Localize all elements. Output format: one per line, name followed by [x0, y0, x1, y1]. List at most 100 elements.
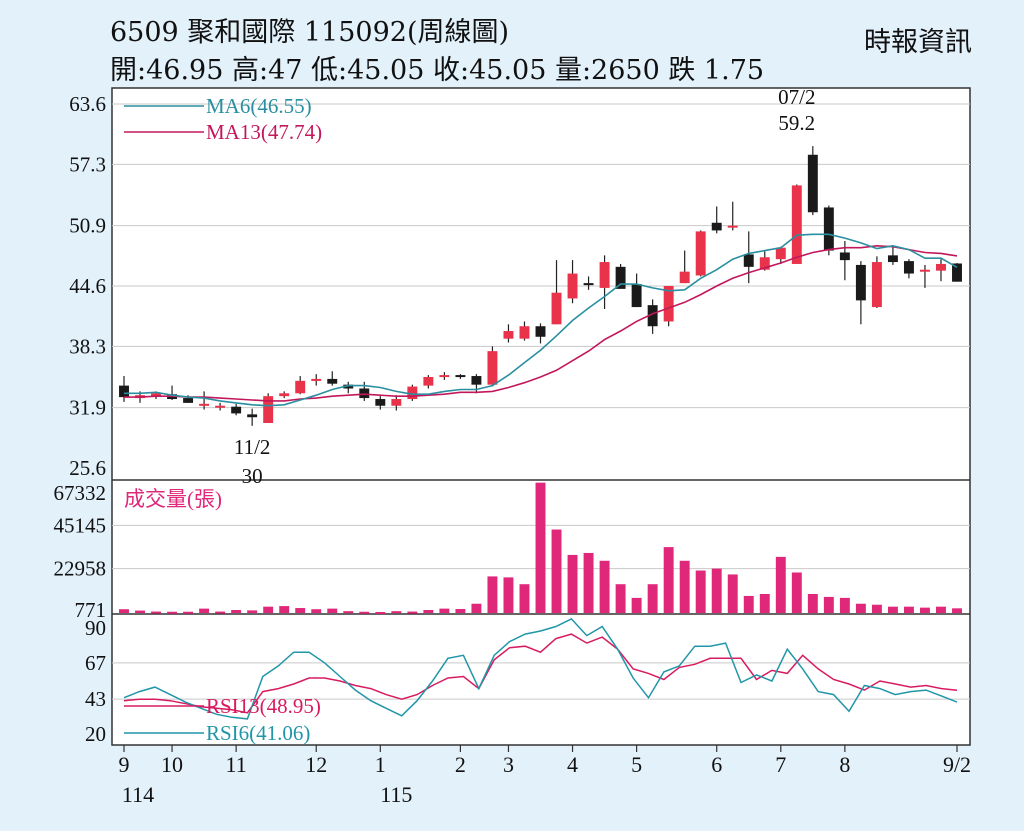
volume-bar [855, 603, 866, 613]
volume-bar [407, 611, 418, 614]
x-tick-label: 4 [567, 752, 578, 777]
volume-bar [487, 576, 498, 613]
rsi-tick-label: 90 [85, 616, 106, 640]
price-tick-label: 44.6 [69, 274, 106, 298]
candle-up [791, 185, 802, 264]
candle-down [231, 406, 242, 414]
candle-up [295, 380, 306, 394]
volume-bar [615, 584, 626, 613]
volume-bar [535, 482, 546, 613]
candle-up [199, 403, 210, 406]
rsi-tick-label: 43 [85, 687, 106, 711]
x-tick-label: 9 [119, 752, 130, 777]
candle-down [903, 261, 914, 274]
candle-up [311, 378, 322, 381]
x-tick-label: 7 [775, 752, 786, 777]
volume-bar [679, 560, 690, 613]
volume-tick-label: 67332 [54, 481, 107, 505]
low-date-annotation: 11/2 [234, 435, 271, 459]
candle-down [647, 305, 658, 327]
volume-bar [391, 611, 402, 614]
volume-bar [711, 568, 722, 613]
volume-bar [135, 610, 145, 613]
candle-down [583, 283, 594, 286]
candle-down [711, 222, 722, 231]
data-source: 時報資訊 [864, 27, 972, 58]
x-tick-label: 11 [226, 752, 247, 777]
candle-down [359, 388, 370, 399]
candle-up [407, 386, 418, 400]
candle-down [535, 326, 546, 337]
volume-bar [952, 608, 962, 613]
volume-bar [775, 556, 786, 613]
candle-down [807, 154, 818, 213]
rsi6-line [123, 617, 958, 720]
volume-bar [583, 552, 594, 613]
price-tick-label: 50.9 [69, 214, 106, 238]
ma13-legend-label: MA13(47.74) [206, 120, 322, 144]
candle-down [183, 398, 194, 403]
candle-down [631, 284, 642, 308]
volume-bar [231, 609, 242, 613]
volume-bar [423, 609, 434, 613]
volume-bar [183, 611, 194, 614]
candle-up [551, 292, 562, 325]
volume-title: 成交量(張) [124, 487, 222, 511]
x-tick-label: 6 [711, 752, 722, 777]
candle-down [455, 375, 466, 378]
volume-bar [663, 547, 674, 613]
candle-down [839, 252, 850, 261]
candle-up [663, 286, 674, 322]
candle-up [727, 225, 738, 228]
ma6-legend-label: MA6(46.55) [206, 94, 312, 118]
volume-bar [295, 608, 306, 613]
candle-down [952, 263, 962, 282]
chart-title: 6509 聚和國際 115092(周線圖) [110, 17, 510, 48]
volume-bar [215, 611, 226, 614]
candle-up [151, 393, 162, 397]
candle-up [599, 262, 610, 288]
rsi6-legend-label: RSI6(41.06) [206, 721, 310, 745]
high-date-annotation: 07/2 [778, 85, 815, 109]
x-tick-label: 9/2 [943, 752, 971, 777]
price-summary: 開:46.95 高:47 低:45.05 收:45.05 量:2650 跌 1.… [110, 55, 765, 86]
ma13-line [124, 244, 958, 402]
volume-bar [599, 560, 610, 613]
volume-bar [631, 597, 642, 613]
volume-bar [199, 608, 210, 613]
price-tick-label: 63.6 [69, 92, 106, 116]
rsi13-legend-label: RSI13(48.95) [206, 694, 321, 718]
candle-up [423, 377, 434, 386]
volume-bar [791, 572, 802, 613]
volume-bar [839, 597, 850, 613]
volume-bar [311, 609, 322, 613]
candle-down [247, 414, 258, 418]
volume-bar [167, 611, 178, 614]
candle-up [679, 271, 690, 284]
candle-down [887, 255, 898, 263]
x-tick-label: 12 [305, 752, 327, 777]
volume-bar [151, 611, 162, 614]
volume-bar [455, 609, 466, 613]
volume-bar [327, 608, 338, 613]
year-label: 114 [122, 782, 154, 807]
volume-bar [871, 604, 882, 613]
volume-bar [519, 584, 530, 613]
volume-bar [263, 606, 274, 613]
volume-bar [471, 603, 482, 613]
candle-down [855, 264, 866, 301]
candle-up [775, 247, 786, 260]
volume-bar [647, 584, 658, 613]
year-label: 115 [380, 782, 412, 807]
candle-up [487, 351, 498, 385]
volume-bar [551, 529, 562, 613]
rsi-tick-label: 20 [85, 722, 106, 746]
price-tick-label: 38.3 [69, 334, 106, 358]
candle-down [615, 266, 626, 289]
volume-tick-label: 771 [75, 598, 107, 622]
price-tick-label: 25.6 [69, 456, 106, 480]
high-value-annotation: 59.2 [778, 111, 815, 135]
volume-bar [439, 608, 450, 613]
x-tick-label: 2 [455, 752, 466, 777]
